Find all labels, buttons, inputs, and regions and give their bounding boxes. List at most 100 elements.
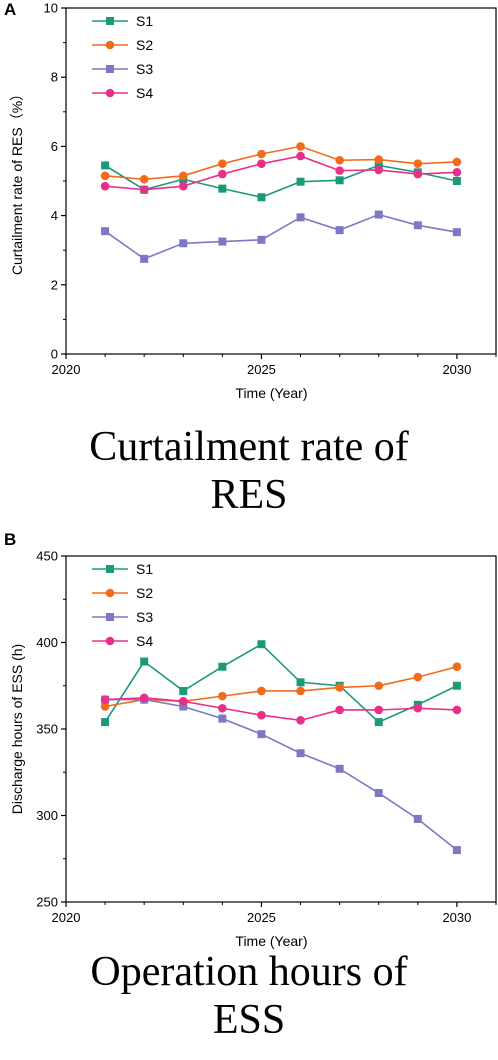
series-line-s2 (104, 665, 458, 708)
x-axis-title: Time (Year) (235, 385, 307, 401)
data-point-s1 (335, 176, 344, 185)
data-point-s1 (452, 177, 461, 185)
data-point-s3 (218, 714, 227, 723)
series-line-s2 (105, 145, 457, 181)
panel-label-a: A (4, 0, 17, 19)
data-point-s4 (257, 159, 266, 168)
y-tick-label: 6 (51, 139, 58, 154)
y-tick-label: 300 (36, 808, 58, 823)
data-point-s1 (218, 184, 227, 193)
data-point-s2 (335, 683, 344, 692)
data-point-s2 (139, 174, 149, 184)
data-point-s2 (296, 142, 305, 151)
data-point-s4 (374, 165, 384, 175)
legend-marker-s1 (106, 17, 114, 25)
data-point-s2 (257, 149, 266, 159)
x-tick-label: 2025 (247, 362, 276, 377)
data-point-s1 (374, 161, 383, 170)
legend-label-s1: S1 (136, 561, 153, 577)
data-point-s3 (335, 764, 344, 773)
data-point-s4 (139, 693, 149, 703)
data-point-s2 (257, 686, 266, 696)
legend-label-s4: S4 (136, 85, 153, 101)
data-point-s4 (100, 695, 110, 704)
caption-a-line-1: Curtailment rate of (89, 424, 409, 470)
data-point-s2 (296, 686, 305, 696)
caption-a-line-2: RES (210, 472, 288, 518)
data-point-s3 (179, 702, 188, 711)
y-axis-title: Discharge hours of ESS (h) (9, 644, 25, 814)
data-point-s3 (296, 749, 305, 758)
y-tick-label: 10 (44, 1, 58, 16)
data-point-s2 (100, 702, 110, 711)
data-point-s4 (139, 185, 149, 194)
data-point-s2 (374, 155, 384, 164)
data-point-s2 (218, 691, 227, 701)
data-point-s2 (100, 171, 110, 181)
legend-marker-s3 (106, 65, 114, 73)
plot-frame (65, 555, 497, 903)
data-point-s2 (452, 157, 462, 167)
caption-b-line-1: Operation hours of (90, 949, 408, 995)
x-tick-label: 2030 (442, 910, 471, 925)
data-point-s4 (452, 168, 462, 177)
data-point-s3 (101, 227, 110, 236)
caption-b-line-2: ESS (212, 997, 286, 1043)
data-point-s1 (101, 161, 110, 170)
data-point-s4 (218, 169, 227, 179)
x-axis-title: Time (Year) (235, 933, 307, 949)
y-tick-label: 400 (36, 635, 58, 650)
y-tick-label: 8 (51, 70, 58, 85)
data-point-s2 (452, 662, 462, 672)
data-point-s3 (413, 814, 422, 823)
caption-a: Curtailment rate of RES (0, 423, 498, 519)
series-line-s4 (105, 155, 457, 191)
chart-curtailment-rate: 0 2 4 6 8 10 2020 2025 2030 Time (Year) Curtailmen… (9, 1, 497, 401)
data-point-s3 (179, 239, 188, 248)
legend-marker-s1 (106, 565, 114, 573)
data-point-s4 (178, 181, 188, 191)
data-point-s1 (179, 686, 188, 695)
y-axis-title: Curtailment rate of RES（%） (9, 87, 25, 275)
data-point-s2 (413, 672, 423, 682)
panel-a: A 0 2 4 6 8 10 2020 2025 2030 Time (Year) Curtailm… (0, 0, 498, 519)
y-tick-label: 4 (51, 208, 58, 223)
legend-label-s2: S2 (136, 37, 153, 53)
data-point-s3 (257, 235, 266, 244)
data-point-s4 (178, 697, 188, 706)
data-point-s2 (413, 159, 423, 168)
legend-marker-s4 (105, 636, 115, 646)
legend-label-s1: S1 (136, 13, 153, 29)
data-point-s1 (140, 657, 149, 666)
data-point-s4 (257, 710, 266, 720)
data-point-s3 (140, 254, 149, 263)
x-tick-label: 2030 (442, 362, 471, 377)
data-point-s1 (257, 193, 266, 202)
data-point-s2 (335, 155, 344, 165)
legend-marker-s2 (105, 588, 115, 598)
legend-marker-s2 (105, 40, 115, 50)
legend-marker-s4 (105, 88, 115, 98)
data-point-s3 (257, 730, 266, 739)
series-line-s3 (104, 213, 458, 260)
x-tick-label: 2020 (52, 362, 81, 377)
data-point-s4 (374, 705, 384, 715)
series-line-s3 (105, 698, 458, 851)
data-point-s3 (296, 213, 305, 222)
data-point-s1 (374, 718, 383, 727)
series-line-s1 (104, 643, 458, 724)
legend-label-s3: S3 (136, 609, 153, 625)
data-point-s4 (218, 703, 227, 713)
data-point-s3 (413, 221, 422, 230)
data-point-s4 (413, 703, 423, 713)
data-point-s4 (296, 716, 305, 725)
data-point-s3 (335, 226, 344, 235)
data-point-s4 (296, 151, 305, 161)
data-point-s4 (413, 169, 423, 179)
y-tick-label: 2 (51, 277, 58, 292)
panel-label-b: B (4, 530, 17, 549)
legend-label-s2: S2 (136, 585, 153, 601)
data-point-s1 (218, 662, 227, 671)
caption-b: Operation hours of ESS (0, 948, 498, 1044)
data-point-s1 (101, 718, 110, 727)
